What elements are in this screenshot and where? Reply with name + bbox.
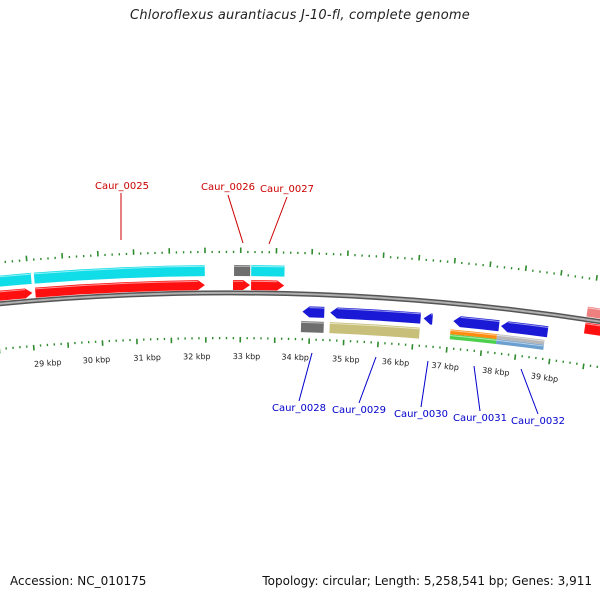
gene-red-left-shine xyxy=(0,289,26,293)
outer-ring-tick xyxy=(453,257,456,264)
gene-cyan-1 xyxy=(33,265,205,284)
outer-ring-tick xyxy=(560,269,563,276)
outer-ring-tick xyxy=(524,265,528,272)
gene-label-Caur_0025: Caur_0025 xyxy=(95,181,149,192)
kbp-label: 31 kbp xyxy=(133,353,161,363)
inner-ring-tick xyxy=(445,346,448,353)
gene-blue-5-shine xyxy=(508,322,549,328)
kbp-label: 39 kbp xyxy=(530,371,558,384)
kbp-label: 29 kbp xyxy=(34,358,62,369)
gene-label-Caur_0031: Caur_0031 xyxy=(453,413,507,424)
gene-blue-2-shine xyxy=(337,308,421,315)
kbp-label: 35 kbp xyxy=(332,354,360,364)
inner-ring-tick xyxy=(582,363,585,370)
leader-line-Caur_0029 xyxy=(358,356,377,404)
gene-blue-5 xyxy=(501,321,549,338)
kbp-label: 38 kbp xyxy=(482,366,510,378)
gene-gray-2-shine xyxy=(301,321,324,324)
gene-cyan-1-shine xyxy=(33,265,205,275)
outer-ring-tick xyxy=(595,275,598,281)
genome-stats: Topology: circular; Length: 5,258,541 bp… xyxy=(262,574,592,588)
gene-blue-4 xyxy=(453,316,500,332)
gene-orange-1-shine xyxy=(450,330,498,336)
gene-label-Caur_0026: Caur_0026 xyxy=(201,182,255,193)
kbp-label: 36 kbp xyxy=(381,357,409,368)
gene-label-Caur_0028: Caur_0028 xyxy=(272,403,326,414)
gene-blue-3 xyxy=(423,313,433,325)
inner-ring-tick xyxy=(514,354,517,360)
kbp-label: 33 kbp xyxy=(233,352,261,361)
gene-gray-3-shine xyxy=(496,334,545,342)
gene-label-Caur_0029: Caur_0029 xyxy=(332,405,386,416)
gene-cyan-left-shine xyxy=(0,273,31,278)
leader-line-Caur_0031 xyxy=(473,365,481,412)
gene-label-Caur_0027: Caur_0027 xyxy=(260,184,314,195)
gene-blue-1-shine xyxy=(309,307,325,309)
gene-red-1-shine xyxy=(35,280,198,290)
gene-blue-2 xyxy=(330,307,422,324)
gene-gray-2 xyxy=(300,321,324,333)
inner-ring-tick xyxy=(548,358,551,365)
gene-label-Caur_0030: Caur_0030 xyxy=(394,409,448,420)
kbp-label: 34 kbp xyxy=(281,353,309,363)
leader-line-Caur_0032 xyxy=(520,368,539,415)
gene-steel-1-shine xyxy=(496,339,544,347)
gene-cyan-2-shine xyxy=(251,265,285,268)
gene-cyan-2 xyxy=(251,265,285,277)
kbp-label: 32 kbp xyxy=(183,352,211,361)
kbp-label: 30 kbp xyxy=(83,355,111,366)
accession-label: Accession: NC_010175 xyxy=(10,574,147,588)
kbp-label: 37 kbp xyxy=(431,361,459,372)
gene-blue-1 xyxy=(302,306,325,318)
gene-red-1 xyxy=(34,280,205,298)
gene-khaki-1-shine xyxy=(329,322,420,330)
gene-green-1-shine xyxy=(449,334,497,341)
gene-label-Caur_0032: Caur_0032 xyxy=(511,416,565,427)
gene-red-right-shine xyxy=(585,323,600,327)
gene-blue-4-shine xyxy=(460,316,500,322)
gene-red-right xyxy=(583,322,600,336)
outer-ring-tick xyxy=(489,261,492,268)
gene-gray-1 xyxy=(234,265,251,277)
leader-line-Caur_0030 xyxy=(420,360,429,408)
gene-red-3 xyxy=(251,280,285,291)
leader-line-Caur_0026 xyxy=(227,194,244,244)
gene-red-2 xyxy=(233,280,251,291)
backbone-ring xyxy=(0,292,600,323)
inner-ring-tick xyxy=(479,350,483,357)
leader-line-Caur_0027 xyxy=(268,196,288,245)
leader-line-Caur_0028 xyxy=(298,352,313,402)
gene-khaki-1 xyxy=(329,322,420,339)
map-title: Chloroflexus aurantiacus J-10-fl, comple… xyxy=(130,8,470,23)
